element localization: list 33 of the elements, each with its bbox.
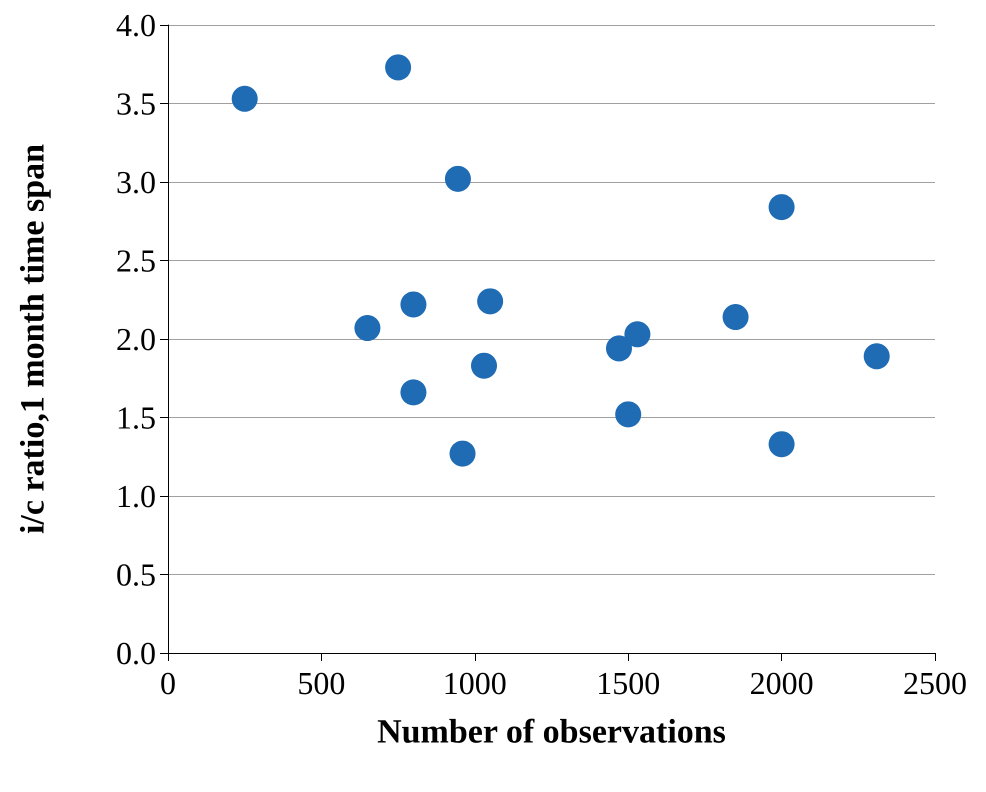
y-tick-label: 4.0 xyxy=(116,7,156,43)
y-tick-label: 1.0 xyxy=(116,478,156,514)
y-tick-label: 3.5 xyxy=(116,86,156,122)
x-tick-label: 2000 xyxy=(750,665,814,701)
point xyxy=(606,335,632,362)
point xyxy=(385,54,412,80)
y-tick-label: 0.5 xyxy=(116,556,156,592)
y-tick-label: 2.0 xyxy=(116,321,156,357)
point xyxy=(450,440,476,467)
x-tick-label: 1000 xyxy=(442,665,507,701)
x-tick-label: 500 xyxy=(297,665,346,701)
point xyxy=(444,166,471,192)
point xyxy=(768,194,795,220)
y-tick-label: 0.0 xyxy=(116,635,156,671)
y-tick-label: 3.0 xyxy=(116,164,156,200)
x-tick-label: 2500 xyxy=(903,665,967,701)
x-axis-title: Number of observations xyxy=(377,714,726,750)
x-tick-label: 0 xyxy=(160,665,176,701)
point xyxy=(864,343,890,370)
point xyxy=(615,401,642,428)
point xyxy=(400,379,426,406)
point xyxy=(768,431,795,458)
point xyxy=(624,321,650,348)
point xyxy=(722,304,749,330)
point xyxy=(400,291,426,318)
point xyxy=(354,315,380,342)
point xyxy=(471,352,498,379)
point xyxy=(477,288,504,314)
x-tick-label: 1500 xyxy=(596,665,660,701)
y-tick-label: 1.5 xyxy=(116,400,156,436)
point xyxy=(232,86,258,112)
y-axis-title: i/c ratio,1 month time span xyxy=(14,144,52,534)
y-tick-label: 2.5 xyxy=(116,242,156,278)
